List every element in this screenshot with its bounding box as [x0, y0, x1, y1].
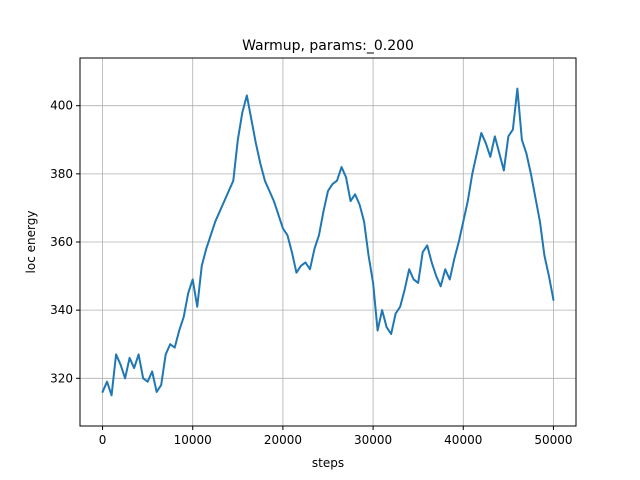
x-tick-label: 0	[99, 433, 107, 447]
x-tick-label: 40000	[444, 433, 482, 447]
axes-layer: 0 10000 20000 30000 40000 50000 320 340 360 380 40…	[50, 57, 577, 447]
y-tick-label: 320	[50, 371, 73, 385]
x-tick-label: 10000	[174, 433, 212, 447]
x-axis-label: steps	[312, 456, 344, 470]
y-tick-label: 360	[50, 235, 73, 249]
line-layer	[101, 87, 555, 397]
x-tick-label: 50000	[534, 433, 572, 447]
grid-layer	[80, 58, 576, 426]
y-tick-label: 340	[50, 303, 73, 317]
x-tick-label: 30000	[354, 433, 392, 447]
x-tick-label: 20000	[264, 433, 302, 447]
y-axis-label: loc energy	[24, 211, 38, 274]
y-tick-label: 380	[50, 167, 73, 181]
series-line	[101, 87, 555, 397]
chart-title: Warmup, params:_0.200	[242, 38, 414, 54]
y-tick-label: 400	[50, 99, 73, 113]
